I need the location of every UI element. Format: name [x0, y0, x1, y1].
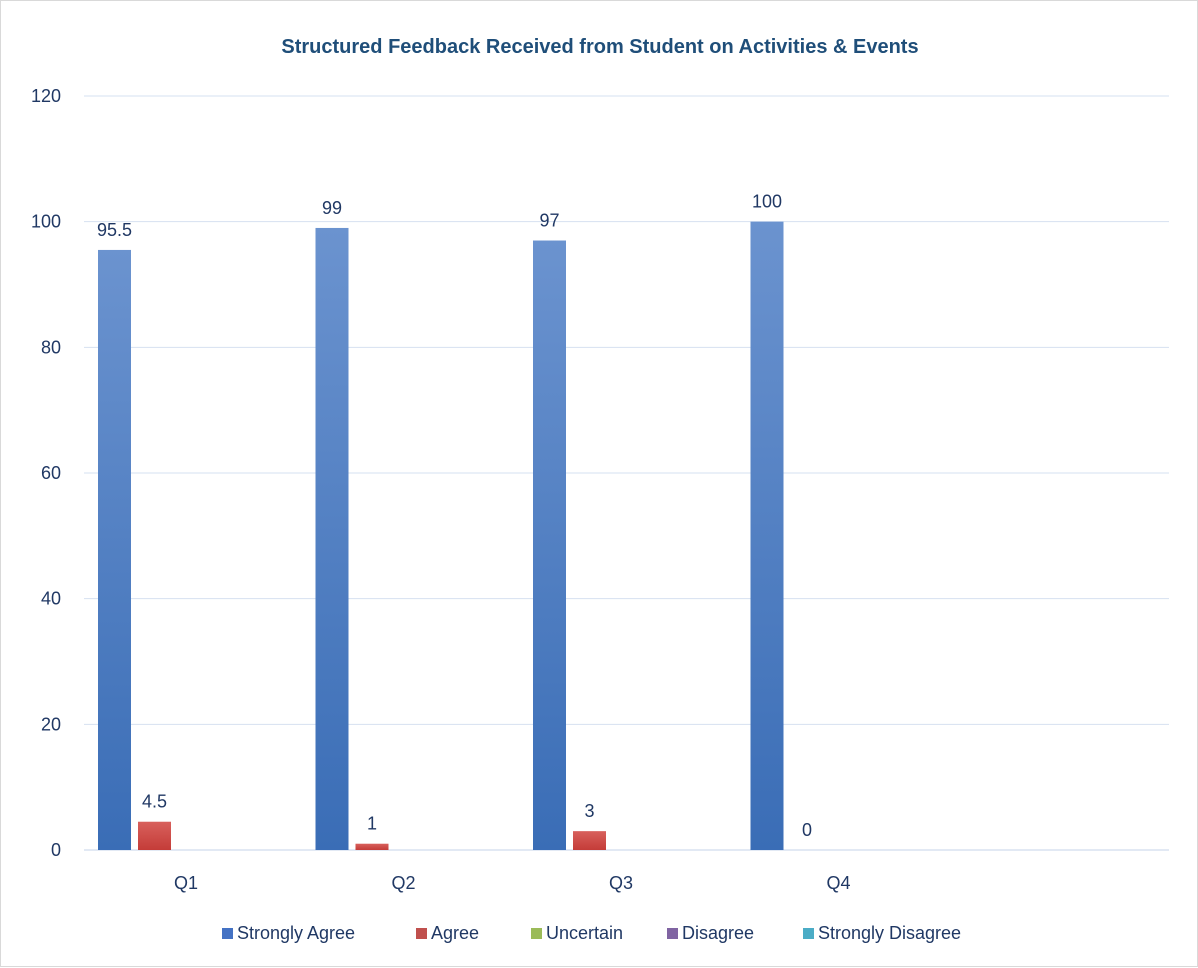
- legend-label: Strongly Agree: [237, 923, 355, 943]
- x-tick-label: Q4: [826, 873, 850, 893]
- chart-title: Structured Feedback Received from Studen…: [281, 36, 918, 58]
- data-label: 100: [752, 192, 782, 212]
- legend-label: Disagree: [682, 923, 754, 943]
- bar-agree-q3: [573, 831, 606, 850]
- y-tick-label: 60: [41, 463, 61, 483]
- data-labels: 95.5 4.5 99 1 97 3 100 0: [97, 192, 812, 840]
- legend-label: Strongly Disagree: [818, 923, 961, 943]
- bar-strongly-agree-q3: [533, 240, 566, 850]
- legend-label: Agree: [431, 923, 479, 943]
- data-label: 3: [584, 801, 594, 821]
- legend-swatch: [222, 928, 233, 939]
- bars: [98, 221, 784, 851]
- x-tick-label: Q3: [609, 873, 633, 893]
- x-tick-label: Q1: [174, 873, 198, 893]
- data-label: 4.5: [142, 792, 167, 812]
- bar-strongly-agree-q2: [315, 227, 349, 850]
- bar-strongly-agree-q1: [98, 249, 131, 851]
- legend-swatch: [667, 928, 678, 939]
- legend-label: Uncertain: [546, 923, 623, 943]
- y-tick-label: 20: [41, 714, 61, 734]
- y-tick-label: 100: [31, 212, 61, 232]
- x-axis-ticks: Q1 Q2 Q3 Q4: [174, 873, 851, 893]
- y-axis-ticks: 0 20 40 60 80 100 120: [31, 86, 61, 860]
- legend-swatch: [531, 928, 542, 939]
- data-label: 95.5: [97, 220, 132, 240]
- gridlines: [84, 95, 1169, 851]
- y-tick-label: 80: [41, 337, 61, 357]
- bar-strongly-agree-q4: [750, 221, 784, 850]
- y-tick-label: 40: [41, 589, 61, 609]
- legend: Strongly Agree Agree Uncertain Disagree Stro…: [222, 923, 961, 943]
- y-tick-label: 0: [51, 840, 61, 860]
- legend-swatch: [803, 928, 814, 939]
- y-tick-label: 120: [31, 86, 61, 106]
- x-tick-label: Q2: [391, 873, 415, 893]
- legend-swatch: [416, 928, 427, 939]
- data-label: 99: [322, 198, 342, 218]
- bar-agree-q2: [355, 843, 389, 850]
- data-label: 0: [802, 820, 812, 840]
- data-label: 97: [539, 211, 559, 231]
- bar-agree-q1: [138, 821, 171, 850]
- data-label: 1: [367, 814, 377, 834]
